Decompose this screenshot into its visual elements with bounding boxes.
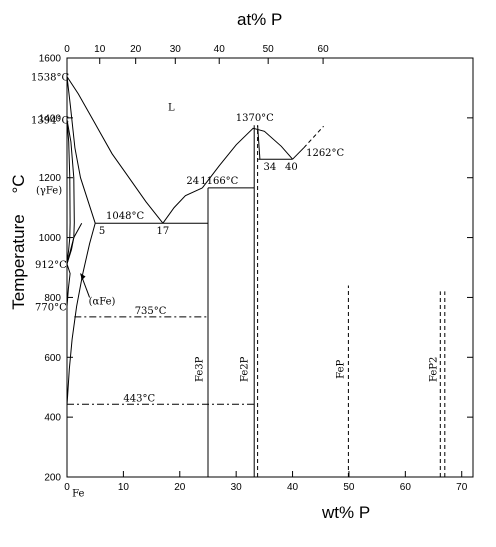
annotation-label: 1166°C <box>200 176 238 187</box>
phase-boundary-line <box>66 119 75 265</box>
y-tick-label: 400 <box>44 413 61 424</box>
compound-label-group: Fe3P <box>194 356 205 382</box>
annotation-label: 17 <box>157 226 170 237</box>
annotation-label: 912°C <box>35 260 67 271</box>
y-axis-unit: °C <box>9 174 28 193</box>
y-tick-label: 1400 <box>39 113 62 124</box>
annotation-label: 24 <box>186 176 199 187</box>
y-tick-label: 600 <box>44 353 61 364</box>
y-tick-label: 800 <box>44 293 61 304</box>
x2-tick-label: 10 <box>94 44 106 55</box>
annotation-label: 1262°C <box>306 148 344 159</box>
phase-boundary-line <box>66 223 96 406</box>
compound-label-group: FeP <box>335 360 346 379</box>
y-tick-label: 1000 <box>39 233 62 244</box>
compound-label: FeP2 <box>428 357 439 382</box>
phase-boundary-line <box>292 147 305 160</box>
x-tick-label: 60 <box>400 482 412 493</box>
x-tick-label: 20 <box>174 482 186 493</box>
x-tick-label: 0 <box>64 482 70 493</box>
x2-tick-label: 50 <box>263 44 275 55</box>
phase-boundary-line <box>66 222 83 265</box>
annotation-label: 40 <box>285 162 298 173</box>
phase-boundaries <box>66 76 446 477</box>
compound-label-group: Fe2P <box>239 356 250 382</box>
annotation-label: 1394°C <box>31 116 69 127</box>
x-tick-label: 40 <box>287 482 299 493</box>
alpha-fe-arrowhead <box>80 273 86 281</box>
annotation-label: 735°C <box>135 306 167 317</box>
x2-tick-label: 40 <box>214 44 226 55</box>
plot-frame <box>66 57 474 478</box>
annotation-label: (αFe) <box>89 296 116 307</box>
x-tick-label: 70 <box>456 482 468 493</box>
x-axis-label: wt% P <box>321 503 370 522</box>
y-tick-label: 1600 <box>39 54 62 65</box>
phase-boundary-line <box>66 119 71 264</box>
annotation-label: 770°C <box>35 302 67 313</box>
y-axis-label: Temperature <box>9 214 28 309</box>
x2-tick-label: 0 <box>64 44 70 55</box>
phase-boundary-line <box>162 187 203 224</box>
compound-label: Fe3P <box>194 356 205 382</box>
phase-boundary-line <box>257 125 261 160</box>
phase-boundary-line <box>66 76 164 224</box>
y-tick-label: 1200 <box>39 173 62 184</box>
x2-tick-label: 60 <box>318 44 330 55</box>
annotation-label: L <box>168 102 175 113</box>
annotation-label: 443°C <box>123 393 155 404</box>
annotation-label: Fe <box>72 489 84 500</box>
x-tick-label: 50 <box>343 482 355 493</box>
axis-ticks: 0 10 20 30 40 50 60 702004006008001000120014001… <box>39 44 473 493</box>
phase-boundary-line <box>201 127 293 189</box>
compound-label-group: FeP2 <box>428 357 439 382</box>
annotation-label: 1048°C <box>106 211 144 222</box>
annotations: 1538°C1394°C912°C770°C(γFe)(αFe)L1048°C5… <box>31 73 439 500</box>
x2-axis-label: at% P <box>237 10 282 29</box>
phase-boundary-line <box>66 76 96 224</box>
x2-tick-label: 20 <box>130 44 142 55</box>
annotation-label: 34 <box>264 162 277 173</box>
annotation-label: 5 <box>99 226 105 237</box>
compound-label: Fe2P <box>239 356 250 382</box>
y-axis-label-group: Temperature °C <box>9 174 28 309</box>
phase-boundary-line <box>303 125 324 149</box>
compound-label: FeP <box>335 360 346 379</box>
y-tick-label: 200 <box>44 473 61 484</box>
annotation-label: (γFe) <box>36 186 62 197</box>
x-tick-label: 30 <box>231 482 243 493</box>
annotation-label: 1370°C <box>236 113 274 124</box>
x2-tick-label: 30 <box>170 44 182 55</box>
x-tick-label: 10 <box>118 482 130 493</box>
annotation-label: 1538°C <box>31 73 69 84</box>
